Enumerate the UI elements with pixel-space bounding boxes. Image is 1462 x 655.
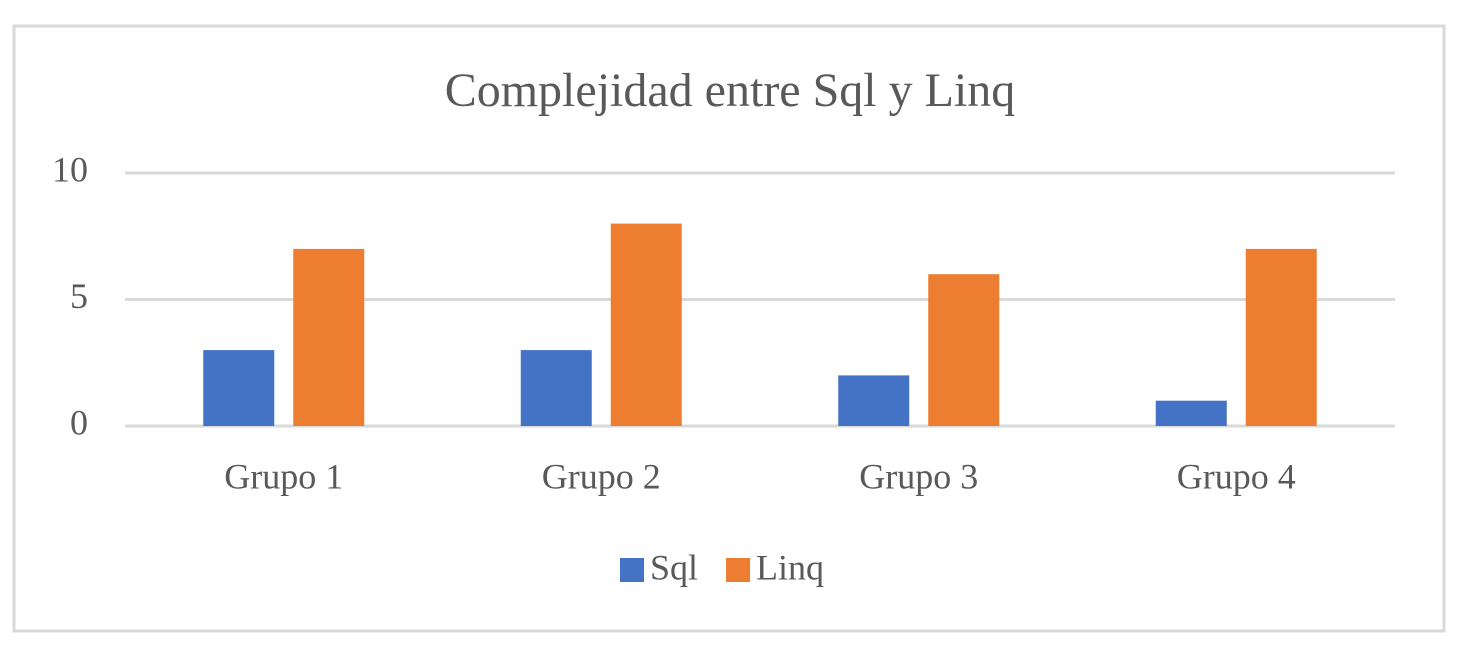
bar xyxy=(610,223,682,426)
legend-swatch xyxy=(726,558,751,582)
bar xyxy=(1245,248,1317,426)
bar xyxy=(293,248,365,426)
legend-label: Linq xyxy=(756,547,824,587)
bar xyxy=(203,350,275,426)
bar xyxy=(928,274,1000,426)
y-tick-label: 10 xyxy=(52,149,88,189)
y-tick-label: 5 xyxy=(70,276,88,316)
bar xyxy=(838,375,910,426)
x-tick-label: Grupo 3 xyxy=(859,456,978,496)
chart-border xyxy=(12,24,1446,633)
x-tick-label: Grupo 4 xyxy=(1177,456,1296,496)
legend-swatch xyxy=(620,558,644,582)
bar xyxy=(520,350,592,426)
legend-label: Sql xyxy=(650,547,698,587)
chart-title: Complejidad entre Sql y Linq xyxy=(445,64,1016,117)
x-tick-label: Grupo 2 xyxy=(542,456,661,496)
x-tick-label: Grupo 1 xyxy=(224,456,343,496)
bar xyxy=(1155,400,1227,426)
y-tick-label: 0 xyxy=(70,402,88,442)
